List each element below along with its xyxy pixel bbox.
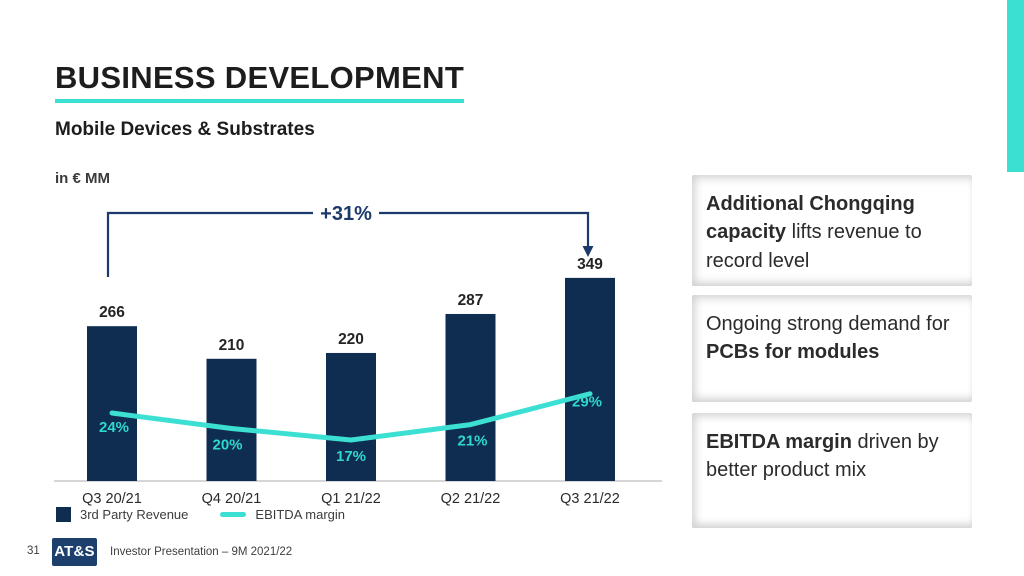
bar-value-label: 210 xyxy=(219,337,245,354)
footer: 31 AT&S Investor Presentation – 9M 2021/… xyxy=(0,535,1024,576)
callout-text-segment: PCBs for modules xyxy=(706,341,880,364)
callout-text-segment: EBITDA margin xyxy=(706,431,852,453)
bar-value-label: 287 xyxy=(458,292,484,309)
revenue-bar xyxy=(326,352,376,481)
page-title: BUSINESS DEVELOPMENT xyxy=(55,60,465,103)
callout-text-segment: lifts revenue to record level xyxy=(706,221,922,272)
category-label: Q3 21/22 xyxy=(560,491,620,507)
unit-label: in € MM xyxy=(55,170,110,187)
ebitda-percent-label: 17% xyxy=(336,448,366,465)
ebitda-percent-label: 29% xyxy=(572,394,602,411)
ebitda-margin-line xyxy=(109,391,593,443)
bar-value-label: 266 xyxy=(99,304,125,321)
ebitda-percent-label: 21% xyxy=(457,433,487,450)
revenue-bar xyxy=(565,277,615,481)
callout-pcb-demand: Ongoing strong demand for PCBs for modul… xyxy=(692,295,972,402)
arrow-down-icon xyxy=(582,246,594,257)
ebitda-percent-label: 24% xyxy=(99,419,129,436)
category-label: Q1 21/22 xyxy=(321,491,381,507)
ebitda-percent-label: 20% xyxy=(212,436,242,453)
callout-text-segment: Additional Chongqing capacity xyxy=(706,193,915,244)
revenue-bar xyxy=(87,326,137,481)
callout-column: Additional Chongqing capacity lifts reve… xyxy=(692,175,972,528)
legend-swatch-3rd-party-revenue xyxy=(56,507,71,522)
revenue-bar xyxy=(445,313,496,481)
growth-annotation-label: +31% xyxy=(320,203,372,225)
callout-chongqing-capacity: Additional Chongqing capacity lifts reve… xyxy=(692,175,972,286)
slide-subtitle: Mobile Devices & Substrates xyxy=(55,119,315,140)
ats-logo: AT&S xyxy=(52,538,97,566)
category-label: Q4 20/21 xyxy=(202,491,262,507)
bar-value-label: 220 xyxy=(338,331,364,348)
legend-swatch-ebitda-margin xyxy=(220,511,247,518)
accent-bar xyxy=(1007,0,1024,172)
revenue-ebitda-chart: 266 Q3 20/21 210 Q4 20/21 220 Q1 21/22 287 Q2 2… xyxy=(54,201,662,507)
chart-legend: 3rd Party Revenue EBITDA margin xyxy=(56,507,345,522)
revenue-bar xyxy=(206,358,257,481)
legend-label-3rd-party-revenue: 3rd Party Revenue xyxy=(80,507,189,522)
category-label: Q2 21/22 xyxy=(441,491,501,507)
callout-text-segment: driven by better product mix xyxy=(706,431,939,482)
category-label: Q3 20/21 xyxy=(82,491,142,507)
callout-text-segment: Ongoing strong demand for xyxy=(706,313,950,335)
bar-value-label: 349 xyxy=(577,256,603,273)
callout-ebitda-margin: EBITDA margin driven by better product m… xyxy=(692,413,972,528)
page-number: 31 xyxy=(27,545,40,557)
legend-label-ebitda-margin: EBITDA margin xyxy=(255,507,345,522)
presentation-label: Investor Presentation – 9M 2021/22 xyxy=(110,546,293,558)
